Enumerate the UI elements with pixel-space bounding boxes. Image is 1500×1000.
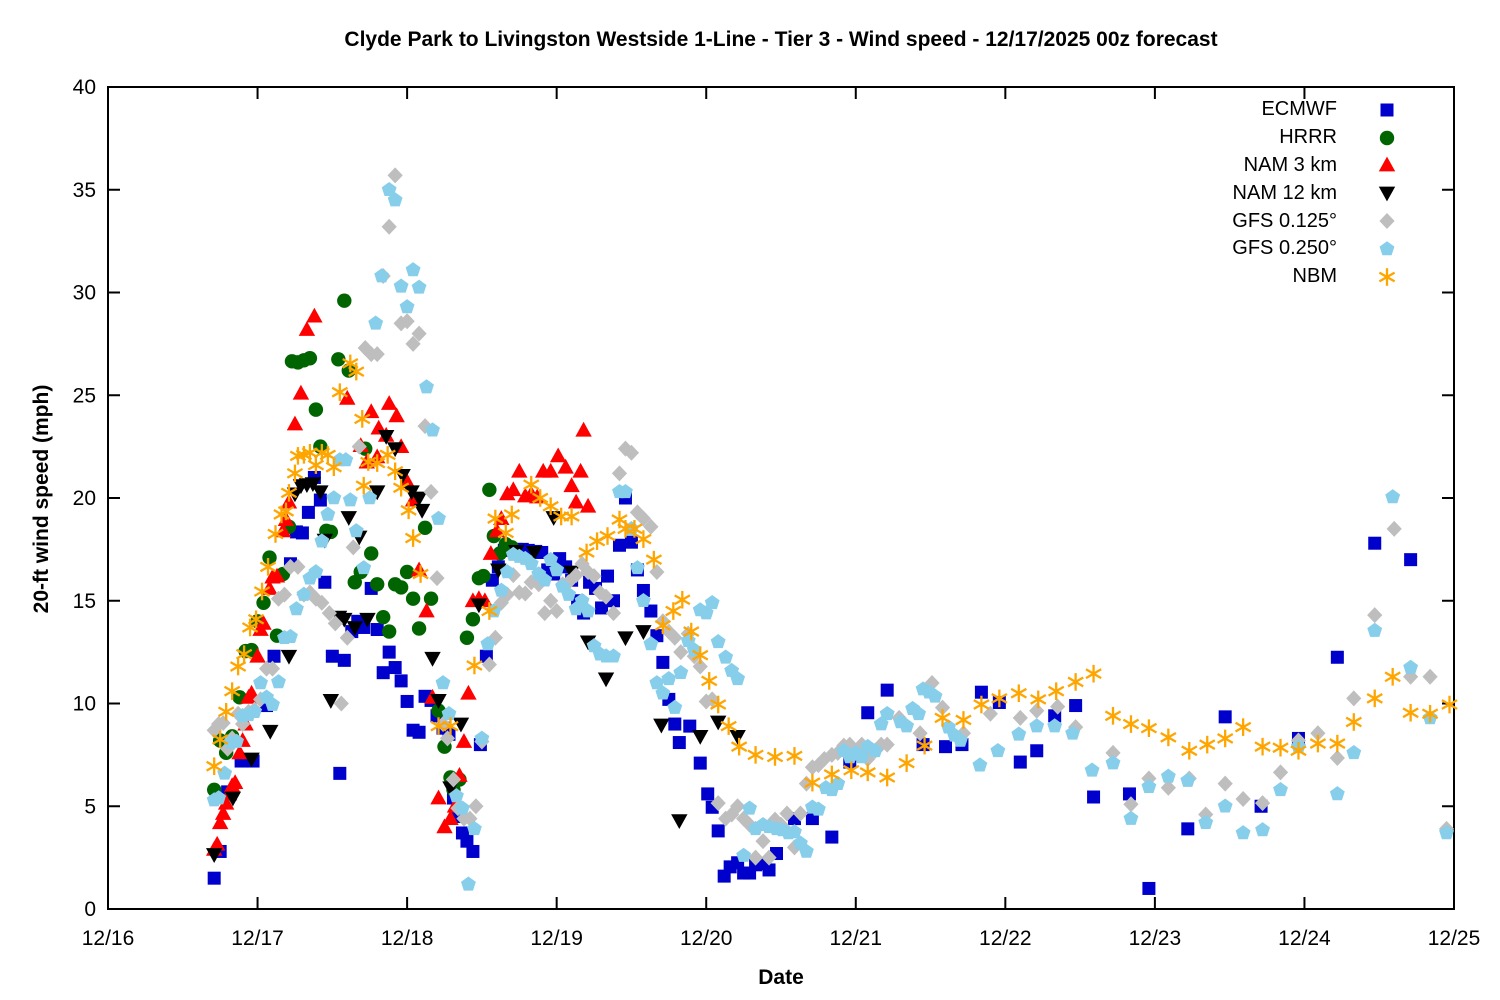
x-axis-label: Date bbox=[758, 966, 804, 989]
legend-label-nbm: NBM bbox=[1292, 265, 1337, 288]
legend-entry-nam-3-km: NAM 3 km bbox=[1152, 152, 1399, 180]
y-tick-label: 10 bbox=[73, 693, 96, 716]
series-ecmwf bbox=[207, 470, 1418, 895]
y-tick-label: 25 bbox=[73, 384, 96, 407]
legend-marker-gfs-0-125-icon bbox=[1375, 209, 1399, 233]
y-tick-label: 0 bbox=[84, 898, 96, 921]
legend-marker-gfs-0-250-icon bbox=[1375, 237, 1399, 261]
legend-entry-gfs-0-250: GFS 0.250° bbox=[1152, 235, 1399, 263]
legend-marker-ecmwf-icon bbox=[1375, 98, 1399, 122]
x-tick-label: 12/19 bbox=[530, 927, 583, 950]
x-tick-label: 12/25 bbox=[1428, 927, 1481, 950]
tick-labels: 0 5 10 15 20 25 30 35 40 12/16 12/17 12/18 12/19 12/2… bbox=[73, 76, 1481, 950]
series-nbm bbox=[206, 354, 1458, 792]
series-gfs-0-250 bbox=[206, 181, 1454, 891]
legend-marker-nam-3-km-icon bbox=[1375, 153, 1399, 177]
y-tick-label: 5 bbox=[84, 795, 96, 818]
legend-label-gfs-0-125: GFS 0.125° bbox=[1232, 209, 1337, 232]
y-tick-label: 40 bbox=[73, 76, 96, 99]
legend-marker-hrrr-icon bbox=[1375, 126, 1399, 150]
legend-entry-hrrr: HRRR bbox=[1152, 124, 1399, 152]
x-tick-label: 12/20 bbox=[680, 927, 733, 950]
y-axis-label: 20-ft wind speed (mph) bbox=[30, 384, 53, 614]
legend: ECMWF HRRR NAM 3 km NAM 12 km GFS 0.125° GFS … bbox=[1152, 96, 1399, 291]
axis-ticks bbox=[107, 86, 1455, 910]
chart-title: Clyde Park to Livingston Westside 1-Line… bbox=[344, 28, 1218, 51]
x-tick-label: 12/24 bbox=[1278, 927, 1331, 950]
x-tick-label: 12/21 bbox=[829, 927, 882, 950]
legend-entry-ecmwf: ECMWF bbox=[1152, 96, 1399, 124]
legend-label-gfs-0-250: GFS 0.250° bbox=[1232, 237, 1337, 260]
x-tick-label: 12/22 bbox=[979, 927, 1032, 950]
legend-label-ecmwf: ECMWF bbox=[1261, 98, 1337, 121]
y-tick-label: 30 bbox=[73, 282, 96, 305]
legend-label-hrrr: HRRR bbox=[1279, 126, 1337, 149]
x-tick-label: 12/16 bbox=[82, 927, 135, 950]
legend-entry-nbm: NBM bbox=[1152, 263, 1399, 291]
x-tick-label: 12/18 bbox=[381, 927, 434, 950]
x-tick-label: 12/17 bbox=[231, 927, 284, 950]
legend-marker-nam-12-km-icon bbox=[1375, 181, 1399, 205]
y-tick-label: 20 bbox=[73, 487, 96, 510]
y-tick-label: 15 bbox=[73, 590, 96, 613]
legend-label-nam-3-km: NAM 3 km bbox=[1243, 153, 1337, 176]
x-tick-label: 12/23 bbox=[1129, 927, 1182, 950]
legend-marker-nbm-icon bbox=[1375, 265, 1399, 289]
legend-entry-gfs-0-125: GFS 0.125° bbox=[1152, 207, 1399, 235]
y-tick-label: 35 bbox=[73, 179, 96, 202]
legend-entry-nam-12-km: NAM 12 km bbox=[1152, 179, 1399, 207]
legend-label-nam-12-km: NAM 12 km bbox=[1232, 181, 1337, 204]
